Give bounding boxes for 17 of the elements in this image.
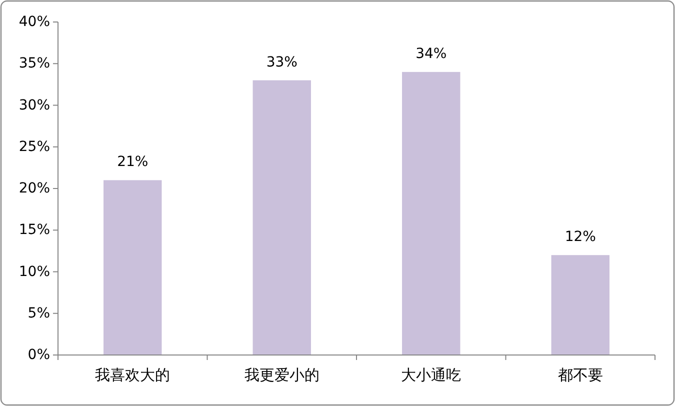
y-tick-label: 10% — [18, 264, 50, 280]
y-tick-label: 15% — [18, 222, 50, 238]
y-tick-label: 35% — [18, 56, 50, 72]
x-tick-label: 都不要 — [558, 366, 603, 384]
x-tick-label: 大小通吃 — [401, 366, 462, 384]
data-label: 12% — [564, 229, 596, 246]
x-tick-label: 我喜欢大的 — [95, 366, 170, 384]
y-tick-label: 5% — [28, 305, 50, 322]
x-tick-label: 我更爱小的 — [244, 366, 320, 384]
data-label: 34% — [416, 46, 447, 62]
y-tick-label: 20% — [18, 180, 50, 196]
y-tick-label: 25% — [18, 138, 50, 155]
y-tick-label: 30% — [18, 97, 50, 114]
data-label: 21% — [117, 154, 148, 170]
y-tick-label: 40% — [18, 14, 50, 30]
y-tick-label: 0% — [28, 347, 50, 363]
data-label: 33% — [266, 54, 298, 70]
